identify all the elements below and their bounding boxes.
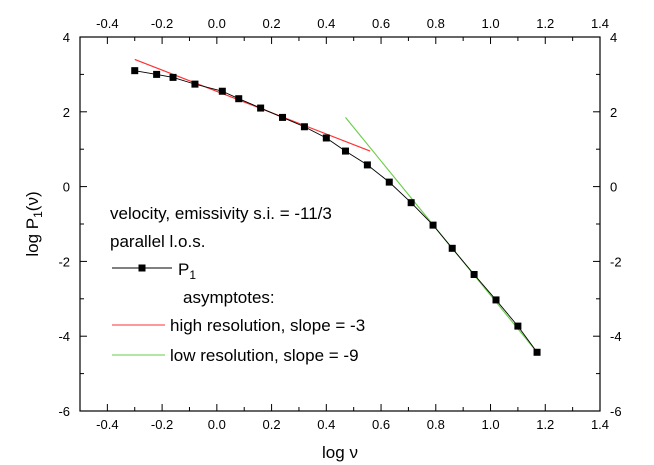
x-tick-label-top: -0.4	[96, 16, 118, 31]
x-tick-label-bottom: 0.8	[427, 417, 445, 432]
p1-series-segment	[517, 325, 538, 353]
p1-series-segment	[304, 126, 327, 139]
p1-series-segment	[345, 150, 368, 166]
x-tick-label-top: 0.6	[372, 16, 390, 31]
x-tick-label-top: 1.0	[481, 16, 499, 31]
x-tick-label-top: 0.0	[208, 16, 226, 31]
x-tick-label-top: -0.2	[151, 16, 173, 31]
p1-data-point	[492, 296, 500, 304]
high-resolution-asymptote-line	[134, 58, 371, 152]
p1-data-point	[218, 87, 226, 95]
x-tick-label-bottom: 1.2	[536, 417, 554, 432]
p1-series-segment	[282, 116, 305, 128]
x-tick-label-bottom: 0.0	[208, 417, 226, 432]
p1-series-segment	[451, 248, 475, 275]
x-tick-label-top: 0.2	[263, 16, 281, 31]
p1-data-point	[300, 123, 308, 131]
y-axis-title-suffix: (ν)	[23, 191, 42, 211]
p1-series-segment	[495, 299, 519, 327]
y-tick-label-right: 4	[610, 30, 617, 45]
y-tick-label-right: -2	[610, 254, 622, 269]
p1-series-segment	[172, 76, 196, 85]
x-tick-label-top: 0.8	[427, 16, 445, 31]
x-tick-label-bottom: 1.0	[481, 417, 499, 432]
y-tick-label-left: 2	[63, 105, 70, 120]
p1-series-segment	[432, 224, 453, 249]
p1-data-point	[385, 178, 393, 186]
p1-data-point	[257, 104, 265, 112]
p1-series-segment	[410, 202, 434, 226]
y-tick-label-left: 0	[63, 180, 70, 195]
legend-low-resolution-label: low resolution, slope = -9	[170, 346, 359, 365]
legend-high-resolution-label: high resolution, slope = -3	[170, 316, 365, 335]
legend-p1-label-subscript: 1	[189, 268, 196, 282]
p1-series-segment	[473, 274, 497, 301]
p1-series-segment	[194, 83, 223, 92]
legend-asymptotes-header: asymptotes:	[183, 288, 275, 307]
x-axis-title: log ν	[322, 443, 358, 462]
p1-data-point	[169, 73, 177, 81]
legend-p1-label-main: P	[178, 260, 189, 279]
y-tick-label-right: -6	[610, 404, 622, 419]
annotation-velocity-emissivity: velocity, emissivity s.i. = -11/3	[110, 204, 332, 223]
x-tick-label-top: 1.2	[536, 16, 554, 31]
p1-data-point	[448, 244, 456, 252]
series-layer	[131, 58, 541, 356]
y-tick-label-left: -4	[58, 329, 70, 344]
y-tick-label-right: -4	[610, 329, 622, 344]
p1-data-point	[191, 80, 199, 88]
y-axis-title-main: log P	[23, 218, 42, 257]
axes-layer: -0.4 -0.4 -0.2 -0.2 0.0 0.0 0.2 0.2 0.4 0.4 0.6 0.6…	[23, 16, 622, 462]
p1-series-segment	[238, 98, 261, 109]
x-tick-label-bottom: 0.4	[317, 417, 335, 432]
x-tick-label-bottom: 0.6	[372, 417, 390, 432]
p1-data-point	[341, 147, 349, 155]
x-tick-label-bottom: 1.4	[591, 417, 609, 432]
p1-data-point	[363, 161, 371, 169]
p1-series-segment	[260, 107, 283, 118]
x-tick-label-bottom: 0.2	[263, 417, 281, 432]
y-tick-label-right: 2	[610, 105, 617, 120]
x-tick-label-top: 1.4	[591, 16, 609, 31]
p1-data-point	[429, 221, 437, 229]
x-tick-label-bottom: -0.4	[96, 417, 118, 432]
p1-series-segment	[388, 181, 412, 204]
y-axis-title-subscript: 1	[31, 211, 45, 218]
legend-p1-label: P1	[178, 260, 196, 282]
p1-data-point	[514, 322, 522, 330]
y-tick-label-left: 4	[63, 30, 70, 45]
y-tick-label-left: -2	[58, 254, 70, 269]
legend-p1-marker	[138, 264, 146, 272]
y-tick-label-right: 0	[610, 180, 617, 195]
p1-data-point	[407, 199, 415, 207]
annotation-parallel-los: parallel l.o.s.	[110, 232, 205, 251]
x-tick-label-top: 0.4	[317, 16, 335, 31]
y-tick-label-left: -6	[58, 404, 70, 419]
p1-data-point	[131, 67, 139, 75]
p1-series-segment	[134, 70, 157, 75]
y-axis-title: log P1(ν)	[23, 191, 45, 256]
p1-data-point	[470, 270, 478, 278]
p1-data-point	[533, 348, 541, 356]
x-tick-label-bottom: -0.2	[151, 417, 173, 432]
p1-data-point	[279, 113, 287, 121]
p1-data-point	[235, 95, 243, 103]
p1-data-point	[322, 134, 330, 142]
p1-data-point	[153, 70, 161, 78]
legend-layer: velocity, emissivity s.i. = -11/3 paralle…	[110, 204, 365, 365]
p1-series-segment	[367, 164, 390, 183]
